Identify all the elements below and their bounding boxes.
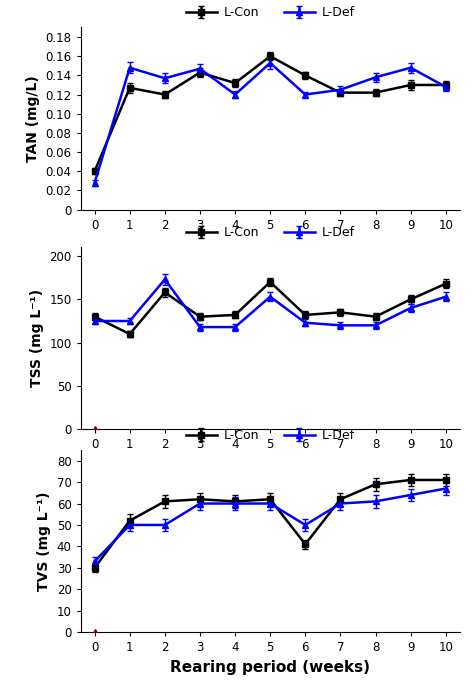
Y-axis label: TAN (mg/L): TAN (mg/L) <box>26 75 40 162</box>
Y-axis label: TVS (mg L⁻¹): TVS (mg L⁻¹) <box>37 491 51 591</box>
X-axis label: Rearing period (weeks): Rearing period (weeks) <box>170 660 370 675</box>
Legend: L-Con, L-Def: L-Con, L-Def <box>186 429 355 442</box>
Y-axis label: TSS (mg L⁻¹): TSS (mg L⁻¹) <box>30 289 44 387</box>
Legend: L-Con, L-Def: L-Con, L-Def <box>186 6 355 19</box>
Legend: L-Con, L-Def: L-Con, L-Def <box>186 226 355 239</box>
